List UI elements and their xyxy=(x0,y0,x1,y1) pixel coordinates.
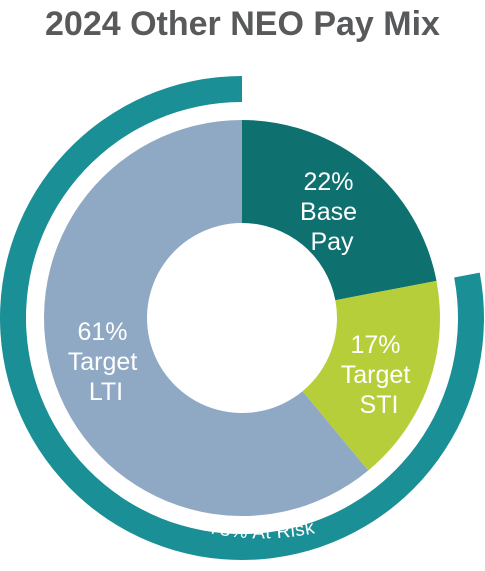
label-base-pay: 22% Base Pay xyxy=(300,168,364,256)
slice-base-pay xyxy=(242,120,437,301)
label-target-sti: 17% Target STI xyxy=(341,331,417,419)
label-target-lti: 61% Target LTI xyxy=(68,318,144,406)
slice-target-lti xyxy=(43,120,369,516)
chart-title: 2024 Other NEO Pay Mix xyxy=(45,5,440,43)
at-risk-ring-label: 78% At Risk xyxy=(207,517,316,543)
slice-target-sti xyxy=(302,280,440,471)
